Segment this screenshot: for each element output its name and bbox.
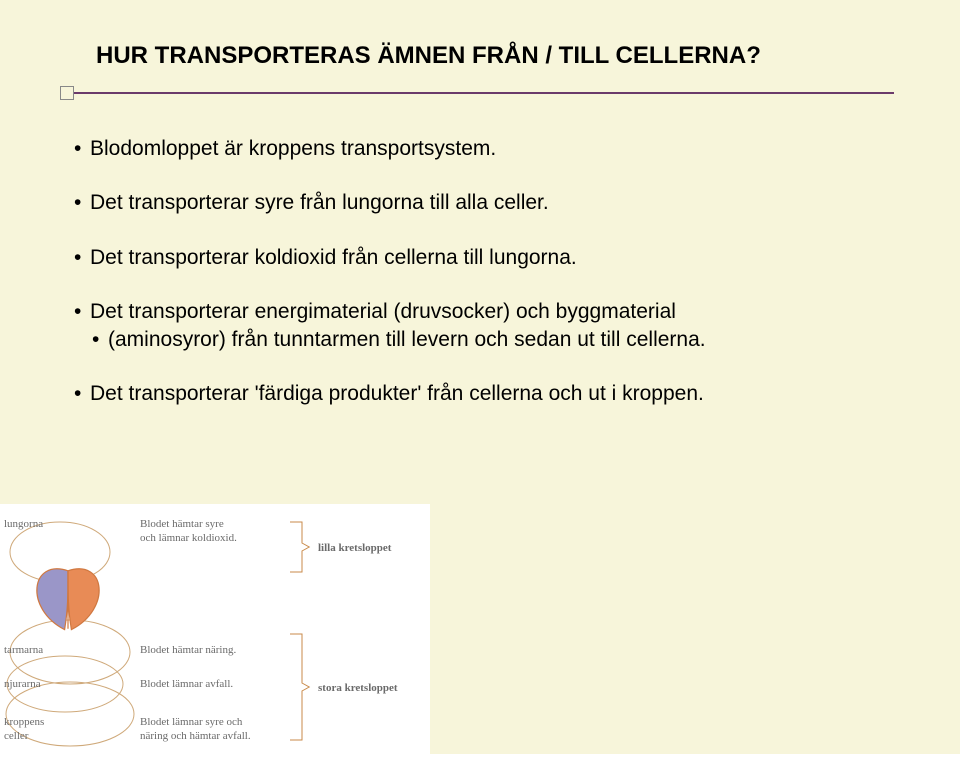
bullet-item: Det transporterar koldioxid från cellern…	[80, 245, 880, 271]
bullet-list: Blodomloppet är kroppens transportsystem…	[80, 136, 880, 408]
bullet-item: Det transporterar 'färdiga produkter' fr…	[80, 381, 880, 407]
desc-cell-1: Blodet lämnar syre och	[140, 716, 242, 728]
title-rule	[74, 92, 894, 94]
sub-bullet: (aminosyror) från tunntarmen till levern…	[90, 327, 880, 353]
label-lilla-kretsloppet: lilla kretsloppet	[318, 542, 391, 554]
label-stora-kretsloppet: stora kretsloppet	[318, 682, 398, 694]
bullet-item: Det transporterar energimaterial (druvso…	[80, 299, 880, 354]
desc-cell-2: näring och hämtar avfall.	[140, 730, 251, 742]
desc-tarm: Blodet hämtar näring.	[140, 644, 236, 656]
bullet-text: Det transporterar syre från lungorna til…	[90, 191, 549, 214]
label-kroppens: kroppens	[4, 716, 44, 728]
bullet-text: Det transporterar energimaterial (druvso…	[90, 300, 676, 323]
bullet-text: (aminosyror) från tunntarmen till levern…	[108, 328, 706, 351]
circulation-diagram: lungorna tarmarna njurarna kroppens cell…	[0, 504, 430, 754]
bullet-text: Blodomloppet är kroppens transportsystem…	[90, 137, 496, 160]
desc-lung-1: Blodet hämtar syre	[140, 518, 224, 530]
slide-title: HUR TRANSPORTERAS ÄMNEN FRÅN / TILL CELL…	[96, 42, 761, 70]
content-area: Blodomloppet är kroppens transportsystem…	[80, 136, 880, 436]
slide: HUR TRANSPORTERAS ÄMNEN FRÅN / TILL CELL…	[0, 0, 960, 754]
bullet-text: Det transporterar 'färdiga produkter' fr…	[90, 382, 704, 405]
bullet-item: Det transporterar syre från lungorna til…	[80, 190, 880, 216]
label-tarmarna: tarmarna	[4, 644, 43, 656]
label-celler: celler	[4, 730, 28, 742]
desc-lung-2: och lämnar koldioxid.	[140, 532, 237, 544]
label-njurarna: njurarna	[4, 678, 41, 690]
label-lungorna: lungorna	[4, 518, 43, 530]
bullet-item: Blodomloppet är kroppens transportsystem…	[80, 136, 880, 162]
desc-njur: Blodet lämnar avfall.	[140, 678, 233, 690]
bullet-text: Det transporterar koldioxid från cellern…	[90, 246, 577, 269]
title-bullet-square	[60, 86, 74, 100]
